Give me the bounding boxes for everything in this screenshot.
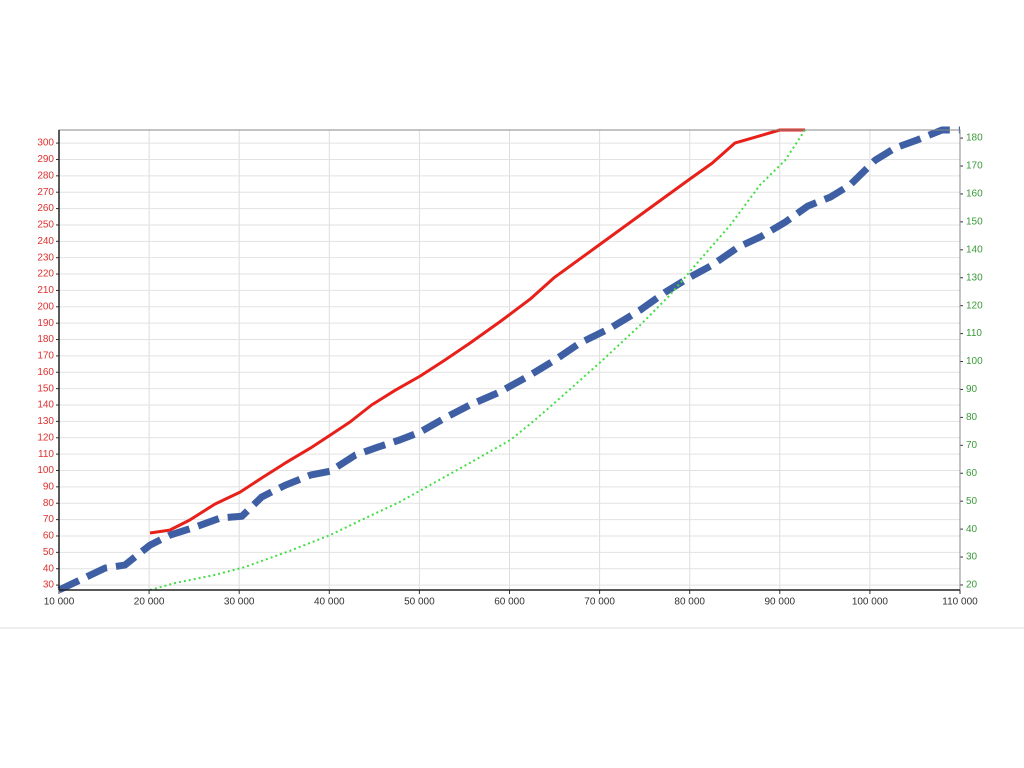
x-tick-label: 60 000 xyxy=(494,597,525,608)
y2-tick-label: 150 xyxy=(966,217,983,228)
y-tick-label: 150 xyxy=(37,383,54,394)
x-tick-label: 50 000 xyxy=(404,597,435,608)
y2-tick-label: 40 xyxy=(966,524,978,535)
y2-tick-label: 130 xyxy=(966,272,983,283)
y2-tick-label: 100 xyxy=(966,356,983,367)
y-tick-label: 230 xyxy=(37,252,54,263)
y-tick-label: 140 xyxy=(37,400,54,411)
x-tick-label: 100 000 xyxy=(852,597,889,608)
y2-tick-label: 20 xyxy=(966,580,978,591)
y2-tick-label: 120 xyxy=(966,300,983,311)
y2-tick-label: 90 xyxy=(966,384,978,395)
y2-tick-label: 30 xyxy=(966,552,978,563)
y-tick-label: 160 xyxy=(37,367,54,378)
y-tick-label: 300 xyxy=(37,138,54,149)
data-line xyxy=(149,128,805,535)
y-tick-label: 290 xyxy=(37,154,54,165)
y-tick-label: 130 xyxy=(37,416,54,427)
y2-tick-label: 60 xyxy=(966,468,978,479)
x-tick-label: 90 000 xyxy=(765,597,796,608)
y-tick-label: 90 xyxy=(43,482,55,493)
y2-tick-label: 70 xyxy=(966,440,978,451)
y-tick-label: 260 xyxy=(37,203,54,214)
y-tick-label: 190 xyxy=(37,318,54,329)
y2-tick-label: 180 xyxy=(966,133,983,144)
y2-tick-label: 170 xyxy=(966,161,983,172)
y-tick-label: 50 xyxy=(43,547,55,558)
y2-tick-label: 110 xyxy=(966,328,982,339)
y-tick-label: 250 xyxy=(37,220,54,231)
data-line xyxy=(149,129,806,591)
y-tick-label: 70 xyxy=(43,514,55,525)
x-tick-label: 80 000 xyxy=(674,597,705,608)
y-tick-label: 110 xyxy=(38,449,54,460)
x-tick-label: 20 000 xyxy=(134,597,165,608)
x-tick-label: 30 000 xyxy=(224,597,255,608)
y-tick-label: 60 xyxy=(43,531,55,542)
y-tick-label: 170 xyxy=(37,351,54,362)
y-tick-label: 280 xyxy=(37,170,54,181)
x-tick-label: 40 000 xyxy=(314,597,345,608)
y2-tick-label: 50 xyxy=(966,496,978,507)
y-tick-label: 270 xyxy=(37,187,54,198)
y2-tick-label: 160 xyxy=(966,189,983,200)
y-tick-label: 220 xyxy=(37,269,54,280)
y-tick-label: 180 xyxy=(37,334,54,345)
y-tick-label: 30 xyxy=(43,580,55,591)
y-tick-label: 40 xyxy=(43,563,55,574)
x-tick-label: 70 000 xyxy=(584,597,615,608)
y2-tick-label: 80 xyxy=(966,412,978,423)
y-tick-label: 80 xyxy=(43,498,55,509)
y-tick-label: 120 xyxy=(37,432,54,443)
x-tick-label: 10 000 xyxy=(44,597,75,608)
data-line xyxy=(57,126,960,594)
x-tick-label: 110 000 xyxy=(942,597,978,608)
y-tick-label: 100 xyxy=(37,465,54,476)
y-tick-label: 210 xyxy=(37,285,54,296)
y-tick-label: 240 xyxy=(37,236,54,247)
y-tick-label: 200 xyxy=(37,301,54,312)
y2-tick-label: 140 xyxy=(966,244,983,255)
